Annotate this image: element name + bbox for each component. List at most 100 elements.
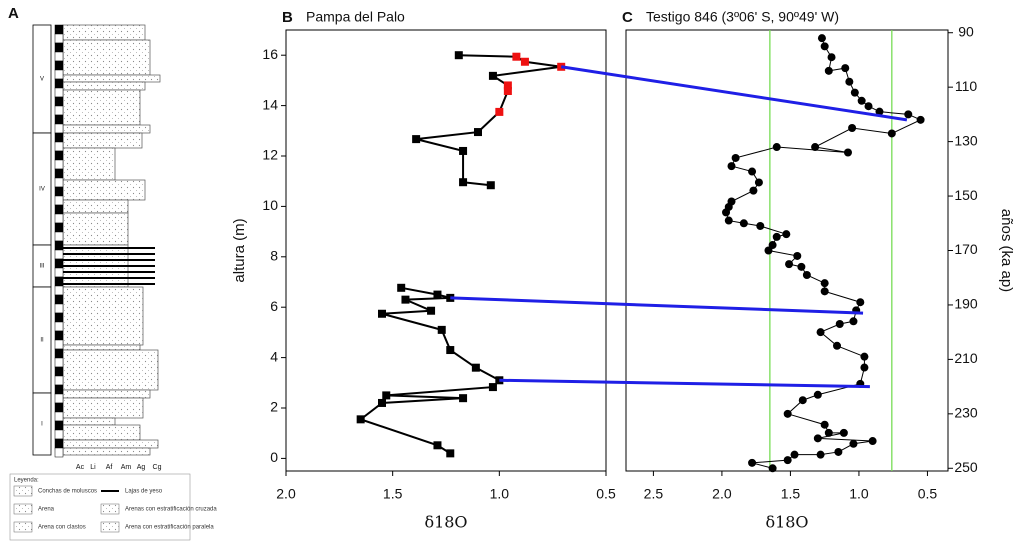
marker	[848, 124, 857, 132]
legend-box	[9, 473, 191, 541]
checker	[54, 69, 64, 80]
panel-label: C	[622, 9, 633, 26]
layer	[62, 389, 151, 399]
y-tick-label: 230	[954, 405, 978, 421]
marker	[839, 428, 848, 437]
marker	[783, 409, 792, 418]
marker	[754, 178, 763, 187]
checker	[54, 105, 64, 116]
marker	[520, 57, 529, 66]
checker	[54, 312, 64, 323]
marker	[845, 77, 854, 86]
checker	[54, 24, 64, 35]
checker	[54, 132, 64, 143]
x-tick-label: 2.0	[712, 486, 732, 502]
y-tick-label: 8	[270, 248, 278, 264]
checker	[54, 213, 64, 224]
marker	[474, 128, 482, 137]
checker	[54, 204, 64, 215]
y-tick-label: 130	[954, 132, 978, 148]
marker	[488, 71, 497, 80]
marker	[834, 447, 843, 456]
marker	[849, 317, 858, 326]
marker	[748, 167, 757, 176]
unit-label: V	[40, 77, 44, 83]
layer	[62, 89, 141, 126]
marker	[820, 42, 829, 51]
marker	[827, 53, 836, 62]
checker	[54, 366, 64, 377]
marker	[841, 64, 850, 73]
x-tick-label: 1.0	[849, 486, 869, 502]
legend-label: Arena	[38, 507, 55, 513]
x-tick-label: 0.5	[596, 486, 616, 502]
checker	[54, 276, 64, 287]
marker	[857, 96, 866, 105]
checker	[54, 42, 64, 53]
layer	[62, 39, 151, 76]
marker	[739, 219, 748, 228]
layer	[62, 344, 141, 351]
panel-label: A	[8, 5, 19, 22]
marker	[782, 230, 791, 239]
marker	[783, 456, 792, 465]
marker	[471, 363, 480, 372]
checker	[54, 321, 64, 332]
legend-title: Leyenda:	[14, 478, 39, 484]
checker	[54, 303, 64, 314]
marker	[798, 396, 807, 405]
marker	[817, 34, 826, 43]
layer	[62, 439, 159, 449]
layer	[62, 286, 144, 346]
layer	[62, 24, 146, 41]
marker	[459, 394, 468, 403]
legend-swatch	[13, 521, 33, 533]
tie-line	[499, 378, 870, 389]
checker	[54, 375, 64, 386]
checker	[54, 384, 64, 395]
marker	[486, 181, 495, 190]
x-tick-label: 1.5	[781, 486, 801, 502]
legend-swatch	[13, 485, 33, 497]
grain-size-label: Ac	[76, 464, 85, 471]
layer	[62, 349, 159, 391]
checker	[54, 123, 64, 134]
checker	[54, 51, 64, 62]
marker	[764, 246, 773, 255]
marker	[503, 81, 512, 90]
grain-size-label: Ag	[137, 464, 146, 471]
legend-label: Conchas de moluscos	[38, 489, 97, 495]
legend-label: Arena con estratificación paralela	[125, 525, 214, 531]
marker	[748, 458, 757, 467]
marker	[503, 86, 512, 95]
marker	[731, 153, 740, 162]
marker	[813, 434, 822, 443]
marker	[488, 383, 497, 392]
legend-swatch	[100, 503, 120, 515]
marker	[749, 186, 758, 195]
checker	[54, 96, 64, 107]
y-tick-label: 10	[262, 197, 278, 213]
marker	[835, 320, 844, 328]
checker	[54, 267, 64, 278]
x-axis-label: δ18O	[765, 513, 808, 532]
layer	[62, 179, 146, 201]
checker	[54, 168, 64, 179]
marker	[722, 208, 731, 217]
marker	[860, 363, 869, 372]
marker	[875, 107, 884, 116]
series-line	[358, 54, 562, 455]
checker	[54, 411, 64, 422]
marker	[820, 420, 829, 429]
marker	[378, 309, 386, 318]
checker	[54, 240, 64, 251]
marker	[797, 262, 806, 271]
marker	[433, 441, 442, 450]
marker	[904, 110, 913, 119]
marker	[824, 66, 833, 75]
unit-label: III	[39, 264, 44, 270]
checker	[54, 420, 64, 431]
marker	[397, 283, 406, 292]
marker	[868, 437, 877, 446]
marker	[824, 428, 833, 437]
